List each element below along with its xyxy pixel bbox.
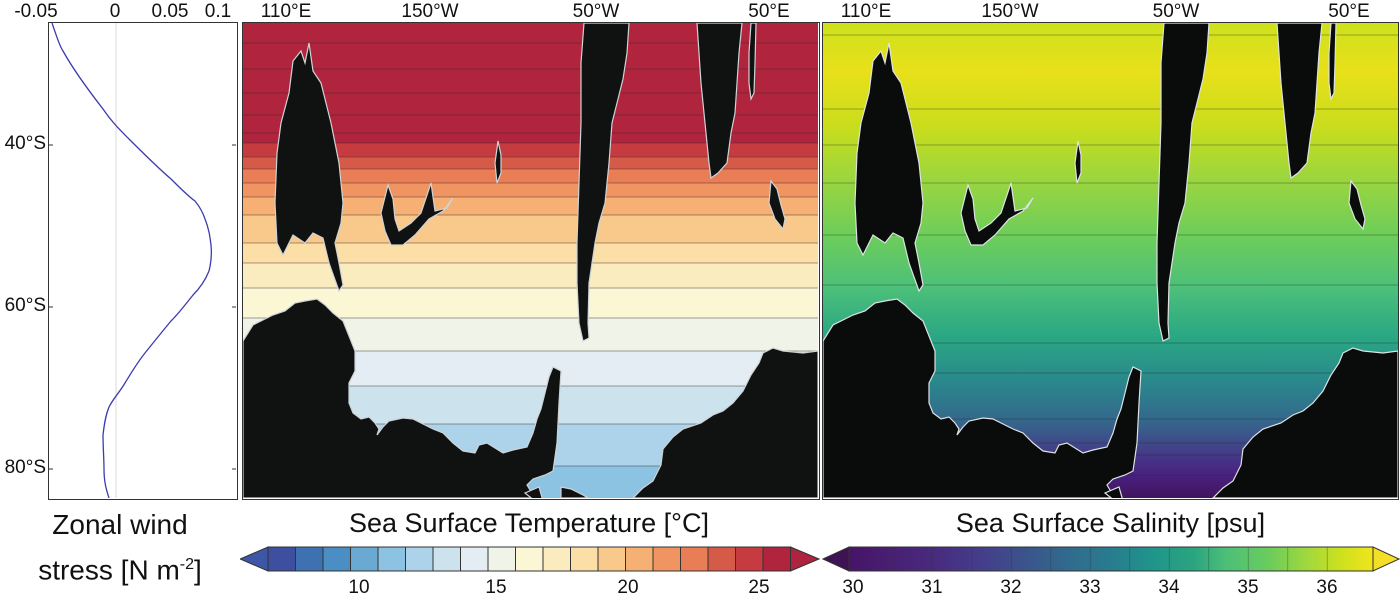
sst-map-canvas xyxy=(243,23,818,498)
wind-title-exponent: -2 xyxy=(179,556,194,573)
land-masses xyxy=(823,23,1398,498)
sss-cbar-tick: 32 xyxy=(1000,577,1022,598)
wind-stress-line-chart xyxy=(49,23,236,498)
sss-cbar-tick: 31 xyxy=(921,577,943,598)
wind-stress-curve xyxy=(51,23,213,498)
wind-x-tick: 0.05 xyxy=(151,1,189,22)
sst-cbar-tick: 10 xyxy=(348,577,370,598)
sss-cbar-tick: 36 xyxy=(1316,577,1338,598)
wind-title-text: stress [N m xyxy=(38,554,180,586)
sst-title: Sea Surface Temperature [°C] xyxy=(349,508,709,538)
sst-colorbar-low-arrow xyxy=(240,546,269,572)
sss-cbar-tick: 33 xyxy=(1079,577,1101,598)
wind-y-tick: 60°S xyxy=(4,295,46,316)
wind-title-bracket: ] xyxy=(194,554,202,586)
sst-map xyxy=(242,22,820,500)
sst-x-tick: 50°W xyxy=(572,1,620,22)
wind-x-tick: 0.1 xyxy=(204,1,232,22)
sss-title: Sea Surface Salinity [psu] xyxy=(955,508,1266,538)
sst-colorbar-high-arrow xyxy=(790,546,820,572)
wind-y-tick: 80°S xyxy=(4,457,46,478)
sst-x-tick: 150°W xyxy=(401,1,459,22)
wind-x-tick: 0 xyxy=(109,1,121,22)
sss-colorbar-high-arrow xyxy=(1372,546,1400,572)
sss-x-tick: 110°E xyxy=(840,1,892,22)
sst-colorbar xyxy=(240,546,820,572)
sss-map xyxy=(822,22,1399,500)
sst-cbar-tick: 15 xyxy=(485,577,507,598)
sss-map-canvas xyxy=(823,23,1398,498)
sst-x-tick: 50°E xyxy=(748,1,790,22)
wind-x-tick: -0.05 xyxy=(14,1,58,22)
wind-title-line2: stress [N m-2] xyxy=(0,550,240,585)
wind-stress-title: Zonal wind stress [N m-2] xyxy=(0,510,240,585)
sss-x-tick: 50°W xyxy=(1152,1,1200,22)
sst-cbar-tick: 20 xyxy=(617,577,639,598)
sss-x-tick: 50°E xyxy=(1328,1,1370,22)
wind-stress-plot-area xyxy=(48,22,238,500)
sss-x-tick: 150°W xyxy=(981,1,1039,22)
sss-cbar-tick: 35 xyxy=(1237,577,1259,598)
sst-x-tick: 110°E xyxy=(260,1,312,22)
sss-colorbar xyxy=(822,546,1400,572)
wind-title-line1: Zonal wind xyxy=(52,509,188,540)
sst-cbar-tick: 25 xyxy=(748,577,770,598)
sss-cbar-tick: 34 xyxy=(1158,577,1180,598)
wind-y-tick: 40°S xyxy=(4,133,46,154)
sss-cbar-tick: 30 xyxy=(842,577,864,598)
sss-colorbar-low-arrow xyxy=(822,546,850,572)
land-masses xyxy=(243,23,818,498)
